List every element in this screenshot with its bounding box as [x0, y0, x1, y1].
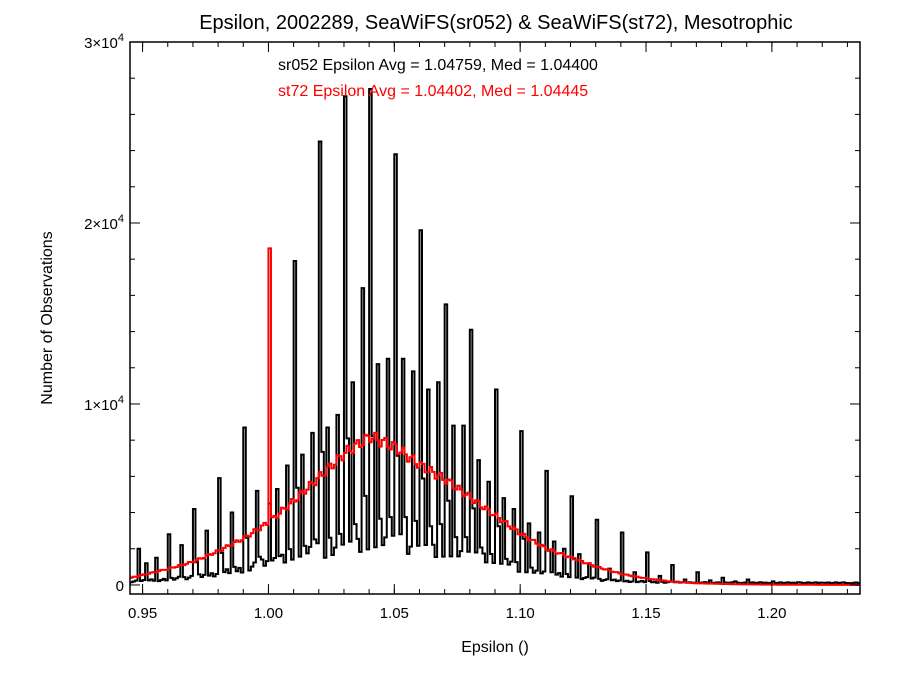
- series-sr052: [130, 88, 860, 585]
- x-tick-label: 1.20: [757, 605, 786, 622]
- chart-title: Epsilon, 2002289, SeaWiFS(sr052) & SeaWi…: [199, 12, 793, 34]
- x-tick-label: 0.95: [128, 605, 157, 622]
- y-axis: 0 1×104 2×104 3×104: [84, 32, 860, 595]
- x-axis-label: Epsilon (): [461, 639, 529, 656]
- x-axis: 0.95 1.00 1.05 1.10 1.15 1.20: [128, 42, 848, 622]
- x-tick-label: 1.05: [380, 605, 409, 622]
- x-tick-label: 1.15: [631, 605, 660, 622]
- y-tick-label: 1×104: [84, 394, 124, 414]
- annotation-sr052: sr052 Epsilon Avg = 1.04759, Med = 1.044…: [278, 57, 598, 74]
- x-tick-label: 1.10: [506, 605, 535, 622]
- y-tick-label: 2×104: [84, 213, 124, 233]
- y-axis-label: Number of Observations: [39, 231, 56, 404]
- series-st72: [130, 247, 860, 586]
- y-tick-label: 3×104: [84, 32, 124, 52]
- annotation-st72: st72 Epsilon Avg = 1.04402, Med = 1.0444…: [278, 83, 588, 100]
- y-tick-label: 0: [116, 578, 124, 595]
- x-tick-label: 1.00: [254, 605, 283, 622]
- st72-histogram-line: [130, 247, 860, 586]
- sr052-histogram-line: [130, 88, 860, 585]
